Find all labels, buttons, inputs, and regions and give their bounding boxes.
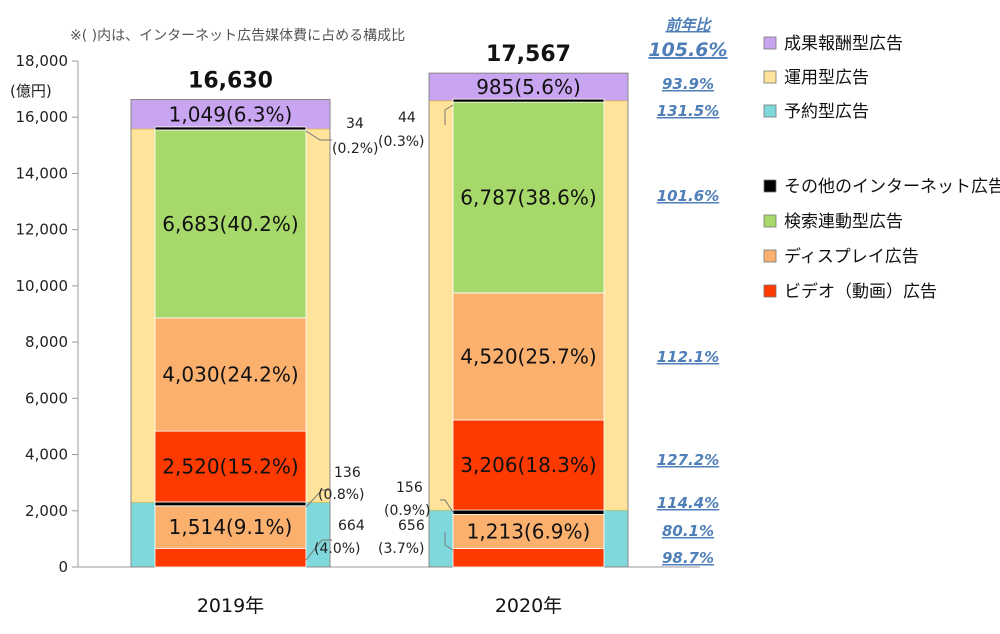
legend-label: 成果報酬型広告 <box>784 34 903 54</box>
yoy-label: 98.7% <box>662 549 714 567</box>
y-tick-label: 12,000 <box>16 221 69 239</box>
yoy-label: 80.1% <box>662 522 714 540</box>
callout-value: 664 <box>338 518 365 534</box>
x-category-label: 2020年 <box>495 595 562 617</box>
leader-line <box>305 489 330 508</box>
segment-label-display: 4,520(25.7%) <box>460 344 596 368</box>
legend-swatch <box>763 179 777 193</box>
y-tick-label: 6,000 <box>25 389 68 407</box>
yoy-labels: 105.6% 93.9% 131.5% 101.6% 112.1% 127.2% 114.4… <box>648 39 727 567</box>
yoy-label: 101.6% <box>657 187 719 205</box>
bar-segment-video <box>452 548 605 568</box>
segment-label-video: 2,520(15.2%) <box>162 455 298 479</box>
yoy-label: 93.9% <box>662 75 714 93</box>
segment-label-display: 4,030(24.2%) <box>162 362 298 386</box>
callout-pct: (0.2%) <box>332 141 379 157</box>
legend-swatch <box>763 104 777 118</box>
x-category-label: 2019年 <box>197 595 264 617</box>
yoy-header: 前年比 <box>665 16 712 34</box>
y-unit-label: (億円) <box>10 82 52 100</box>
y-tick-label: 2,000 <box>25 502 68 520</box>
yoy-label: 112.1% <box>657 348 719 366</box>
callout-value: 656 <box>398 518 425 534</box>
y-tick-label: 0 <box>58 558 68 576</box>
bar-segment-video <box>452 419 605 511</box>
bar-segment-search <box>452 101 605 294</box>
y-tick-label: 4,000 <box>25 446 68 464</box>
y-tick-label: 10,000 <box>16 277 69 295</box>
leader-line <box>305 130 332 141</box>
callout-pct: (0.3%) <box>378 134 425 150</box>
y-tick-label: 16,000 <box>16 108 69 126</box>
bar-segment-other <box>154 126 307 131</box>
bar-segment-other <box>154 501 307 507</box>
total-label: 16,630 <box>188 69 273 94</box>
callout-value: 156 <box>396 480 423 496</box>
callout-pct: (3.7%) <box>378 541 425 557</box>
bar-segment-other <box>452 509 605 515</box>
bar-segment-display <box>154 317 307 432</box>
segment-label-display: 1,213(6.9%) <box>467 520 591 544</box>
segment-label-display: 1,514(9.1%) <box>169 515 293 539</box>
bar-segment-other <box>452 98 605 103</box>
callout-value: 44 <box>398 110 416 126</box>
legend-swatch <box>763 70 777 84</box>
legend-label: 検索連動型広告 <box>784 212 903 232</box>
legend-label: ディスプレイ広告 <box>784 246 919 267</box>
bar-segment-seika <box>428 72 629 102</box>
callout-value: 136 <box>334 465 361 481</box>
y-tick-label: 8,000 <box>25 333 68 351</box>
legend-swatch <box>763 249 777 263</box>
legend-label: ビデオ（動画）広告 <box>784 281 937 302</box>
segment-label-search: 6,683(40.2%) <box>162 212 298 236</box>
leader-line <box>440 499 454 513</box>
leader-line <box>305 539 332 561</box>
bars <box>130 72 629 568</box>
chart-note: ※( )内は、インターネット広告媒体費に占める構成比 <box>70 28 405 44</box>
callouts: 34 (0.2%) 136 (0.8%) 664 (4.0%) 44 (0.3%) 156 (0.… <box>305 104 454 561</box>
segment-label-seika: 1,049(6.3%) <box>169 102 293 126</box>
bar-segment-display <box>452 514 605 549</box>
yoy-label: 131.5% <box>657 102 719 120</box>
legend-swatch <box>763 36 777 50</box>
bar-segment-video <box>154 547 307 568</box>
bar-labels: 1,049(6.3%) 1,514(9.1%) 2,520(15.2%) 4,030(… <box>162 42 596 617</box>
segment-label-video: 3,206(18.3%) <box>460 453 596 477</box>
callout-pct: (4.0%) <box>314 541 361 557</box>
y-axis: 0 2,000 4,000 6,000 8,000 10,000 12,000 14,000 1… <box>10 52 700 576</box>
leader-line <box>444 532 454 551</box>
bar-segment-display <box>154 505 307 549</box>
legend-label: その他のインターネット広告 <box>784 177 1000 197</box>
yoy-label: 105.6% <box>648 39 727 61</box>
bar-segment-display <box>452 292 605 421</box>
legend-label: 運用型広告 <box>784 68 869 88</box>
callout-pct: (0.8%) <box>318 487 365 503</box>
segment-label-seika: 985(5.6%) <box>476 75 581 99</box>
callout-pct: (0.9%) <box>384 503 431 519</box>
legend-swatch <box>763 284 777 298</box>
bar-segment-search <box>154 129 307 319</box>
yoy-label: 127.2% <box>657 451 719 469</box>
callout-value: 34 <box>346 116 364 132</box>
total-label: 17,567 <box>486 42 571 67</box>
leader-line <box>444 104 454 125</box>
yoy-label: 114.4% <box>657 494 719 512</box>
segment-label-search: 6,787(38.6%) <box>460 185 596 209</box>
legend-swatch <box>763 214 777 228</box>
y-tick-label: 14,000 <box>16 164 69 182</box>
legend: 成果報酬型広告運用型広告予約型広告その他のインターネット広告検索連動型広告ディス… <box>763 34 1000 302</box>
legend-label: 予約型広告 <box>784 102 869 122</box>
y-tick-label: 18,000 <box>16 52 69 70</box>
